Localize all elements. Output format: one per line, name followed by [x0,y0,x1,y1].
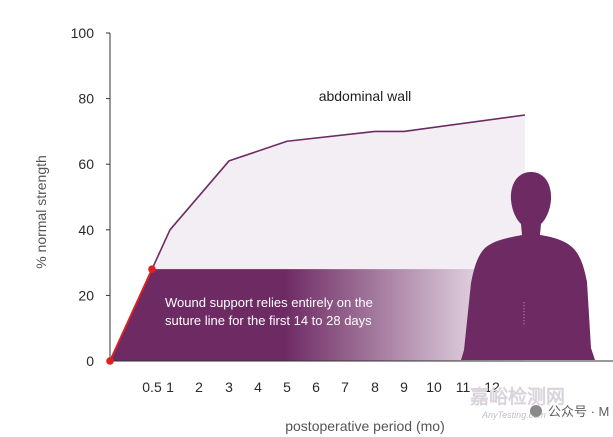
x-tick-label: 7 [341,379,349,395]
abdominal-wall-label: abdominal wall [319,88,412,104]
annotation-line-1: Wound support relies entirely on the [165,295,373,310]
y-tick-label: 80 [78,91,94,107]
x-tick-label: 6 [312,379,320,395]
x-tick-label: 2 [195,379,203,395]
y-tick-label: 60 [78,156,94,172]
x-tick-labels: 0.5 1 2 3 4 5 6 7 8 9 10 11 12 [142,379,500,395]
y-tick-label: 20 [78,287,94,303]
x-tick-label: 9 [400,379,408,395]
y-tick-label: 0 [86,353,94,369]
y-tick-label: 40 [78,222,94,238]
x-tick-label: 5 [283,379,291,395]
x-tick-label: 11 [456,379,471,395]
y-axis-label: % normal strength [33,155,49,269]
watermark-title: 嘉峪检测网 [469,385,565,408]
x-tick-label: 12 [484,379,500,395]
watermark: 嘉峪检测网 AnyTesting.com 公众号 · M [469,385,609,420]
x-tick-label: 8 [371,379,379,395]
x-tick-label: 0.5 [142,379,162,395]
x-tick-label: 3 [225,379,233,395]
y-tick-labels: 0 20 40 60 80 100 [71,25,110,369]
annotation-line-2: suture line for the first 14 to 28 days [165,313,372,328]
x-axis-label: postoperative period (mo) [285,418,445,434]
y-tick-label: 100 [71,25,95,41]
abdominal-wall-line [109,114,526,362]
x-tick-label: 10 [426,379,442,395]
suture-start-point [106,357,114,365]
suture-support-line [109,268,153,362]
human-torso-icon [461,172,595,360]
x-tick-label: 1 [166,379,174,395]
wechat-icon [530,405,542,417]
watermark-account: 公众号 · M [548,404,609,419]
watermark-domain: AnyTesting.com [481,410,546,420]
suture-support-band [110,269,525,361]
x-tick-label: 4 [254,379,262,395]
suture-end-point [148,265,156,273]
